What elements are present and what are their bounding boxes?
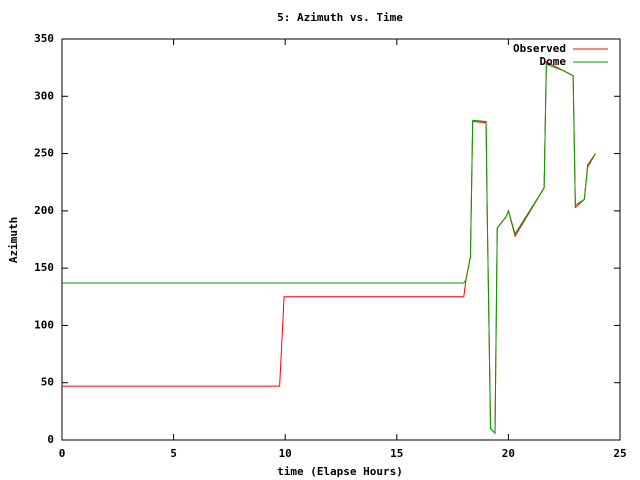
y-tick-label: 150 bbox=[34, 261, 54, 274]
x-tick-label: 5 bbox=[170, 447, 177, 460]
y-tick-label: 200 bbox=[34, 204, 54, 217]
y-tick-label: 100 bbox=[34, 318, 54, 331]
plot-frame bbox=[61, 38, 621, 441]
legend-label: Observed bbox=[513, 42, 566, 55]
series-line bbox=[62, 63, 596, 435]
y-tick-label: 0 bbox=[47, 433, 54, 446]
y-tick-label: 300 bbox=[34, 89, 54, 102]
x-tick-label: 25 bbox=[613, 447, 626, 460]
x-tick-label: 10 bbox=[279, 447, 292, 460]
x-axis-label: time (Elapse Hours) bbox=[277, 465, 403, 478]
x-tick-label: 0 bbox=[59, 447, 66, 460]
y-axis-label: Azimuth bbox=[7, 217, 20, 263]
x-tick-label: 20 bbox=[502, 447, 515, 460]
x-tick-label: 15 bbox=[390, 447, 403, 460]
legend-label: Dome bbox=[540, 55, 567, 68]
chart-title: 5: Azimuth vs. Time bbox=[277, 11, 403, 24]
y-tick-label: 250 bbox=[34, 147, 54, 160]
y-tick-label: 50 bbox=[41, 376, 54, 389]
y-tick-label: 350 bbox=[34, 32, 54, 45]
